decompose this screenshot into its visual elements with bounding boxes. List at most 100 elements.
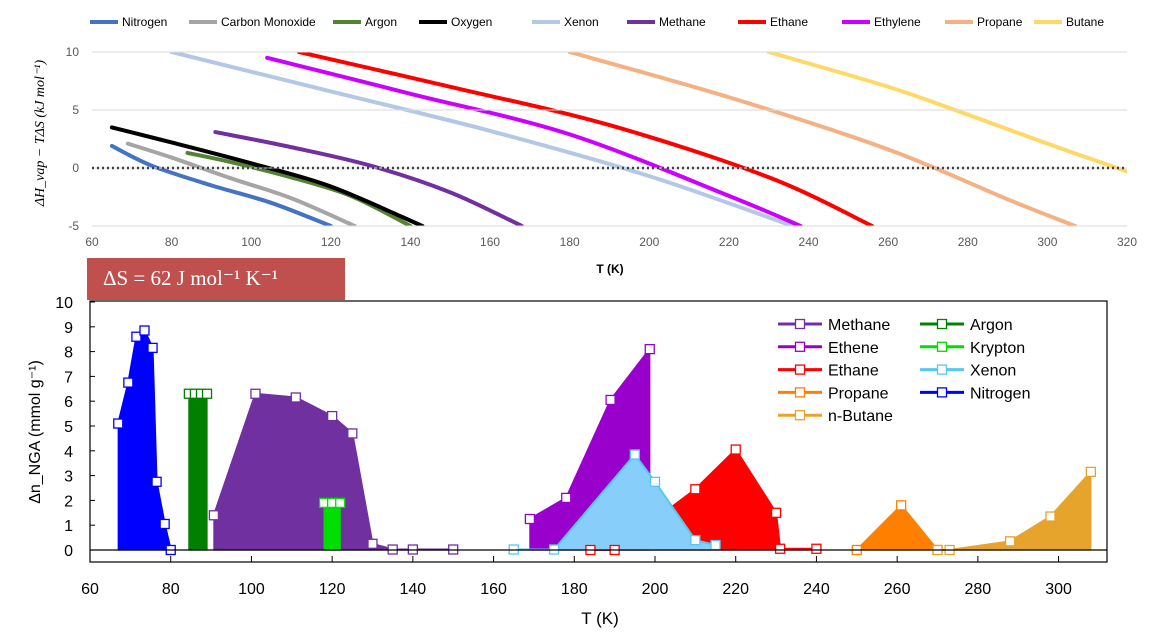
bottom-y-tick-label: 1 (64, 518, 73, 535)
bottom-marker-argon (201, 388, 213, 399)
top-x-tick-label: 80 (165, 235, 179, 249)
bottom-x-tick-label: 260 (884, 581, 911, 598)
bottom-marker-nitrogen (123, 377, 134, 388)
bottom-marker-methane (208, 510, 220, 521)
bottom-line-ethene (529, 348, 651, 520)
top-legend-label-oxygen: Oxygen (451, 15, 492, 29)
bottom-legend-label-methane: Methane (828, 317, 890, 334)
bottom-marker-n-butane (1045, 511, 1056, 522)
bottom-marker-propane (896, 500, 907, 511)
bottom-marker-nitrogen (131, 331, 142, 342)
bottom-legend-label-n-butane: n-Butane (828, 408, 893, 425)
bottom-legend-marker-xenon (936, 364, 948, 375)
top-series-group (109, 52, 1127, 226)
bottom-marker-ethane (770, 507, 782, 518)
top-legend-label-methane: Methane (659, 15, 706, 29)
bottom-x-tick-label: 160 (480, 581, 507, 598)
bottom-y-tick-label: 0 (64, 543, 73, 560)
top-series-line-butane (766, 52, 1127, 174)
bottom-legend-marker-ethane (794, 364, 806, 375)
bottom-x-axis-label: T (K) (581, 609, 618, 628)
bottom-x-tick-label: 280 (965, 581, 992, 598)
bottom-plot-frame (89, 300, 1108, 563)
bottom-marker-xenon (629, 449, 640, 460)
bottom-y-tick-label: 8 (64, 345, 73, 362)
bottom-legend-marker-propane (794, 387, 806, 398)
bottom-legend-marker-ethene (794, 341, 806, 352)
top-series-line-methane (213, 130, 524, 226)
top-legend-label-nitrogen: Nitrogen (122, 15, 167, 29)
bottom-legend-label-ethene: Ethene (828, 340, 879, 357)
bottom-x-tick-label: 60 (81, 581, 99, 598)
top-axes: -5 0 5 10 60 80 100 120 140 160 180 200 220 240 260 280… (33, 45, 1137, 276)
bottom-y-tick-label: 10 (55, 295, 73, 312)
top-y-tick-label: 10 (66, 45, 80, 59)
top-legend-label-argon: Argon (365, 15, 397, 29)
bottom-marker-ethene (524, 513, 536, 525)
bottom-x-tick-label: 100 (238, 581, 265, 598)
bottom-x-tick-label: 300 (1045, 581, 1072, 598)
annotation-text: ΔS = 62 J mol⁻¹ K⁻¹ (103, 266, 278, 290)
bottom-marker-ethane (811, 543, 822, 554)
top-x-tick-label: 100 (241, 235, 261, 249)
bottom-x-tick-label: 240 (803, 581, 830, 598)
bottom-series-group (113, 325, 1097, 556)
top-x-axis-label: T (K) (596, 262, 623, 276)
bottom-legend-marker-methane (794, 318, 806, 330)
bottom-legend-label-xenon: Xenon (970, 363, 1016, 380)
bottom-area-krypton (323, 502, 341, 551)
bottom-marker-methane (250, 388, 261, 399)
top-x-tick-label: 260 (878, 235, 898, 249)
top-legend-label-ethane: Ethane (770, 15, 808, 29)
bottom-marker-methane (290, 392, 301, 403)
top-x-tick-label: 240 (799, 235, 819, 249)
top-x-tick-label: 280 (958, 235, 978, 249)
bottom-y-tick-label: 7 (64, 369, 73, 386)
bottom-marker-nitrogen (159, 518, 170, 530)
top-legend-label-xenon: Xenon (564, 15, 599, 29)
bottom-y-tick-label: 6 (64, 394, 73, 411)
bottom-marker-n-butane (1004, 536, 1016, 547)
bottom-legend-label-krypton: Krypton (970, 340, 1025, 357)
bottom-marker-methane (367, 538, 378, 549)
top-legend-label-carbon-monoxide: Carbon Monoxide (221, 15, 316, 29)
top-legend: Nitrogen Carbon Monoxide Argon Oxygen Xenon M… (90, 15, 1104, 29)
bottom-marker-xenon (690, 534, 701, 546)
annotation-box (87, 258, 345, 300)
bottom-legend-label-ethane: Ethane (828, 363, 879, 380)
top-y-tick-label: 5 (72, 103, 79, 117)
top-x-tick-label: 200 (639, 235, 659, 249)
bottom-legend: Methane Ethene Ethane Propane n-Butane Argon K… (778, 317, 1030, 425)
bottom-x-tick-label: 180 (561, 581, 588, 598)
bottom-marker-n-butane (1085, 466, 1097, 478)
top-legend-label-ethylene: Ethylene (874, 15, 921, 29)
bottom-x-tick-label: 140 (400, 581, 427, 598)
top-series-line-nitrogen (109, 143, 333, 226)
bottom-marker-nitrogen (139, 325, 150, 336)
top-plot-area (109, 52, 1127, 226)
bottom-marker-ethane (774, 543, 786, 554)
bottom-y-axis-label: Δn_NGA (mmol g⁻¹) (27, 360, 44, 504)
top-x-tick-label: 120 (321, 235, 341, 249)
bottom-marker-methane (326, 410, 338, 422)
bottom-marker-ethane (730, 444, 741, 455)
bottom-y-tick-label: 9 (64, 320, 73, 337)
bottom-marker-nitrogen (151, 476, 162, 487)
top-series-line-oxygen (109, 125, 425, 226)
bottom-marker-ethane (690, 484, 701, 495)
bottom-marker-ethene (644, 343, 655, 355)
top-series-line-ethylene (265, 55, 803, 226)
bottom-y-tick-label: 2 (64, 493, 73, 510)
top-series-line-ethane (297, 52, 875, 226)
bottom-marker-nitrogen (147, 342, 158, 354)
bottom-legend-label-nitrogen: Nitrogen (970, 385, 1030, 402)
bottom-legend-label-argon: Argon (970, 317, 1013, 334)
bottom-legend-marker-krypton (936, 341, 948, 352)
top-x-tick-label: 60 (85, 235, 99, 249)
top-series-line-propane (567, 52, 1078, 226)
top-x-tick-label: 180 (560, 235, 580, 249)
bottom-marker-xenon (710, 539, 721, 551)
top-x-tick-label: 160 (480, 235, 500, 249)
top-x-tick-label: 220 (719, 235, 739, 249)
